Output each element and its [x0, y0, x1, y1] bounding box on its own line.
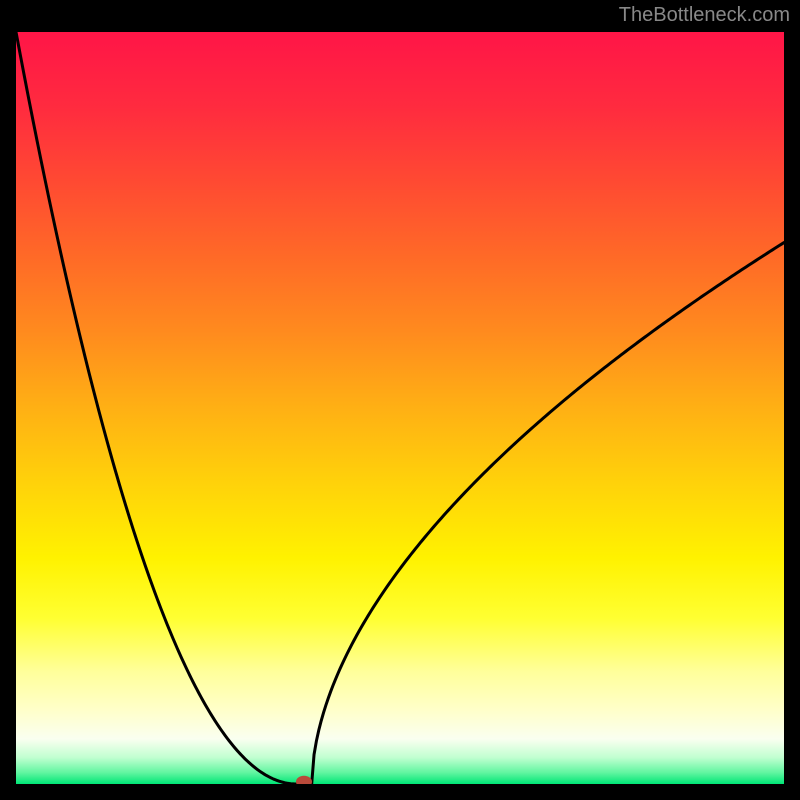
- chart-container: TheBottleneck.com: [0, 0, 800, 800]
- chart-background: [16, 32, 784, 784]
- plot-area: [16, 32, 784, 784]
- watermark-text: TheBottleneck.com: [619, 4, 790, 27]
